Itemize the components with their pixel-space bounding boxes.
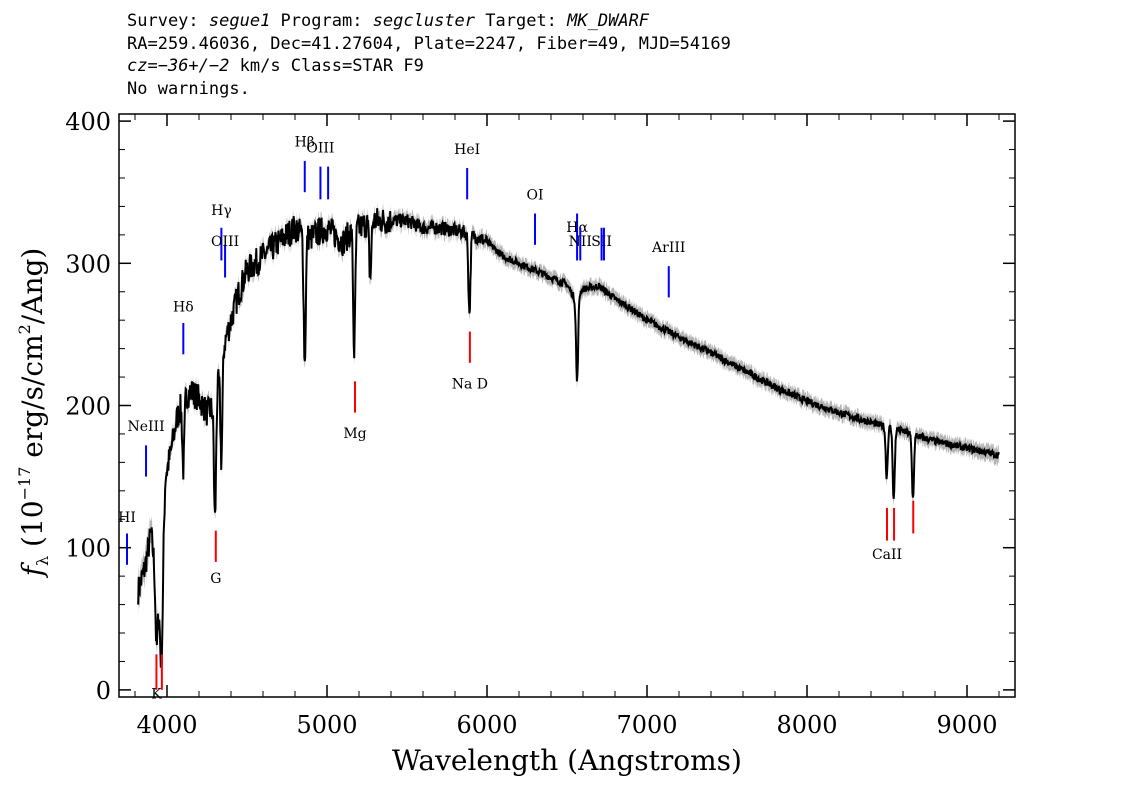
header-coordinates-line: RA=259.46036, Dec=41.27604, Plate=2247, … xyxy=(127,33,731,54)
line-marker-label: SII xyxy=(591,234,612,250)
line-marker-label: OIII xyxy=(306,140,334,156)
header-text-run: km/s Class=STAR F9 xyxy=(229,56,424,76)
header-text-run: Target: xyxy=(475,11,568,31)
y-axis-label: fλ (10−17 erg/s/cm2/Ang) xyxy=(15,248,52,579)
flux-series xyxy=(137,208,1000,668)
x-tick-label: 6000 xyxy=(456,711,517,739)
x-tick-label: 5000 xyxy=(296,711,357,739)
header-survey-line: Survey: segue1 Program: segcluster Targe… xyxy=(127,10,731,33)
line-marker-label: HeI xyxy=(454,142,480,158)
y-tick-label: 300 xyxy=(65,250,111,278)
header-redshift-line: cz=−36+/−2 km/s Class=STAR F9 xyxy=(127,55,731,78)
header-text-run: MK_DWARF xyxy=(567,11,650,31)
y-tick-label: 200 xyxy=(65,393,111,421)
header-text-run: cz= xyxy=(127,56,158,76)
line-marker-label: Na D xyxy=(452,376,488,392)
line-marker-label: CaII xyxy=(872,547,902,563)
error-area xyxy=(138,201,999,677)
spectrum-header: Survey: segue1 Program: segcluster Targe… xyxy=(127,10,731,100)
x-tick-label: 9000 xyxy=(936,711,997,739)
header-text-run: Survey: xyxy=(127,11,209,31)
line-marker-label: Hγ xyxy=(211,203,232,219)
line-marker-label: Hβ xyxy=(295,135,315,151)
plot-frame xyxy=(118,113,1016,698)
header-warnings-line: No warnings. xyxy=(127,78,250,99)
axes: 4000 5000 6000 7000 8000 9000 0 100 200 300 400 xyxy=(65,108,1015,739)
y-tick-label: 100 xyxy=(65,535,111,563)
line-marker-label: ArIII xyxy=(651,240,685,256)
x-tick-label: 4000 xyxy=(136,711,197,739)
line-marker-label: OIII xyxy=(211,234,239,250)
line-marker-label: Hα xyxy=(566,220,588,236)
flux-line xyxy=(137,208,1000,668)
x-axis-label: Wavelength (Angstroms) xyxy=(392,744,742,777)
y-tick-label: 400 xyxy=(65,108,111,136)
error-band xyxy=(138,201,999,677)
header-text-run: −36+/−2 xyxy=(157,56,230,76)
header-text-run: segcluster xyxy=(372,11,476,31)
line-marker-label: NeIII xyxy=(127,419,164,435)
line-marker-label: NII xyxy=(569,234,592,250)
x-tick-label: 8000 xyxy=(776,711,837,739)
header-text-run: segue1 xyxy=(208,11,271,31)
header-text-run: Program: xyxy=(270,11,373,31)
line-marker-label: K xyxy=(151,686,162,702)
y-tick-label: 0 xyxy=(96,677,111,705)
line-marker-label: G xyxy=(210,571,221,587)
line-marker-label: Hδ xyxy=(173,300,194,316)
x-tick-label: 7000 xyxy=(616,711,677,739)
line-marker-label: HI xyxy=(118,510,136,526)
line-marker-label: OI xyxy=(526,187,543,203)
line-marker-label: Mg xyxy=(343,426,366,442)
